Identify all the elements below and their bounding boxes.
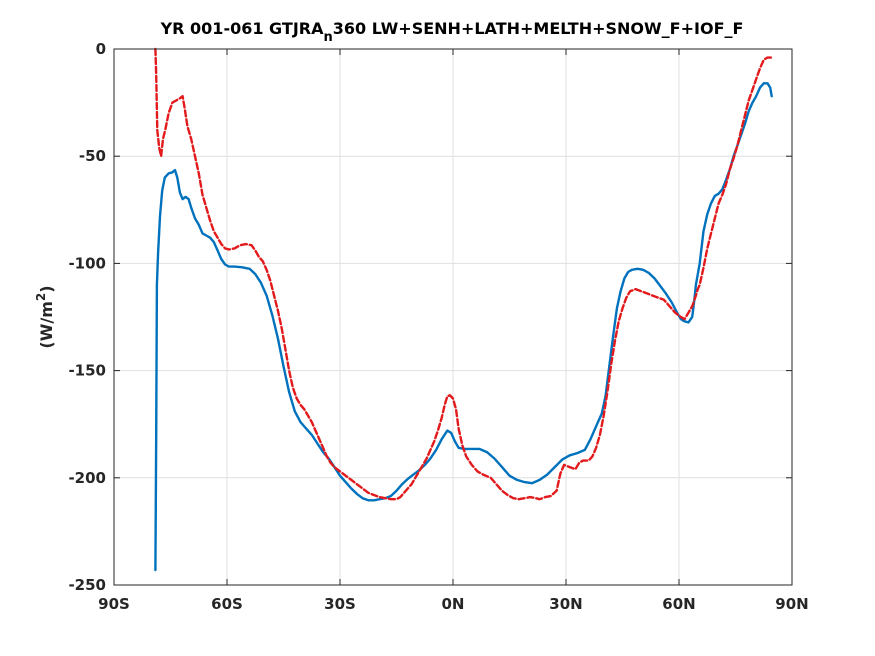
y-tick-label: -150 bbox=[68, 362, 106, 380]
data-series bbox=[154, 47, 773, 572]
x-tick-label: 60N bbox=[662, 595, 695, 613]
x-tick-label: 90N bbox=[775, 595, 808, 613]
x-tick-label: 90S bbox=[98, 595, 130, 613]
y-tick-label: 0 bbox=[96, 40, 106, 58]
x-tick-labels: 90S 60S 30S 0N 30N 60N 90N bbox=[98, 595, 809, 613]
plot-area bbox=[113, 47, 793, 586]
y-tick-label: -200 bbox=[68, 469, 106, 487]
y-tick-labels: 0 -50 -100 -150 -200 -250 bbox=[68, 40, 106, 594]
x-tick-label: 30N bbox=[549, 595, 582, 613]
x-tick-label: 0N bbox=[442, 595, 465, 613]
tick-marks bbox=[113, 48, 793, 586]
chart-title: YR 001-061 GTJRAn360 LW+SENH+LATH+MELTH+… bbox=[160, 19, 744, 45]
y-tick-label: -50 bbox=[79, 147, 106, 165]
grid-lines bbox=[114, 49, 792, 585]
x-tick-label: 30S bbox=[324, 595, 356, 613]
y-tick-label: -250 bbox=[68, 576, 106, 594]
y-tick-label: -100 bbox=[68, 254, 106, 272]
x-tick-label: 60S bbox=[211, 595, 243, 613]
y-axis-label: (W/m2) bbox=[34, 285, 56, 348]
series-line-dashed bbox=[154, 47, 773, 501]
series-line-solid bbox=[154, 82, 773, 572]
